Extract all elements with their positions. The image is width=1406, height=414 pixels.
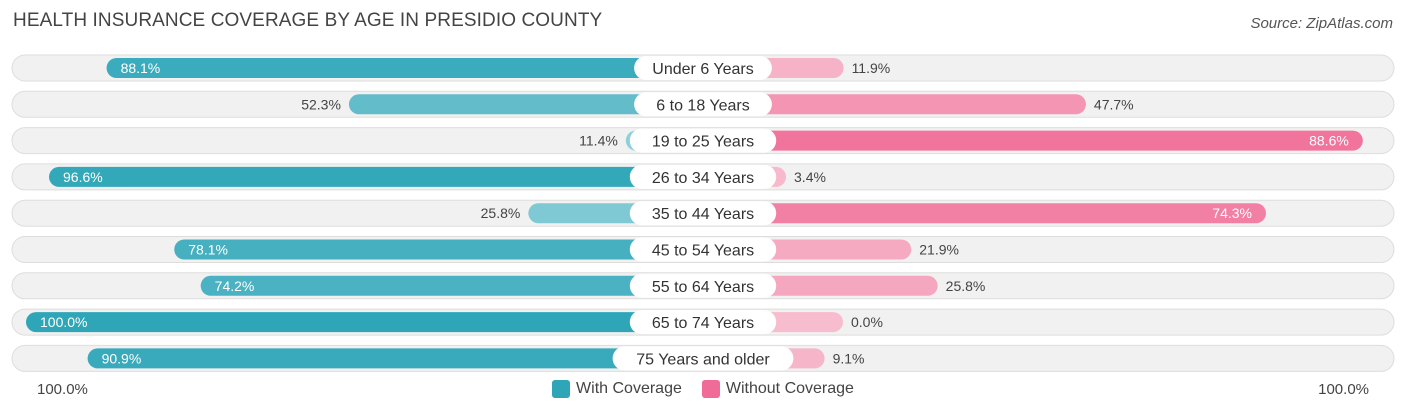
category-label: 55 to 64 Years bbox=[652, 279, 754, 296]
category-pill bbox=[634, 56, 772, 80]
with-coverage-value-label: 25.8% bbox=[481, 205, 521, 221]
category-label: 19 to 25 Years bbox=[652, 134, 754, 151]
axis-right-label: 100.0% bbox=[1318, 381, 1369, 398]
with-coverage-value-label: 11.4% bbox=[579, 133, 618, 149]
without-coverage-value-label: 11.9% bbox=[852, 60, 891, 76]
category-pill bbox=[629, 273, 777, 298]
without-coverage-value-label: 25.8% bbox=[946, 278, 986, 294]
axis-left-label: 100.0% bbox=[37, 381, 88, 398]
chart-title: HEALTH INSURANCE COVERAGE BY AGE IN PRES… bbox=[13, 10, 603, 31]
with-coverage-value-label: 90.9% bbox=[102, 350, 142, 366]
without-coverage-value-label: 47.7% bbox=[1094, 96, 1134, 112]
without-coverage-bar bbox=[703, 203, 1267, 224]
with-coverage-bar bbox=[348, 94, 703, 115]
legend: With Coverage Without Coverage bbox=[0, 380, 1406, 398]
without-coverage-value-label: 9.1% bbox=[833, 350, 865, 366]
with-coverage-value-label: 88.1% bbox=[121, 60, 161, 76]
with-coverage-bar bbox=[26, 312, 703, 333]
category-pill bbox=[629, 201, 777, 226]
category-pill bbox=[612, 346, 794, 371]
with-coverage-value-label: 74.2% bbox=[215, 278, 255, 294]
without-coverage-bar bbox=[703, 130, 1363, 151]
without-coverage-value-label: 0.0% bbox=[851, 314, 883, 330]
category-label: 6 to 18 Years bbox=[656, 97, 749, 114]
chart-canvas: 88.1% 11.9% Under 6 Years 52.3% 47.7% 6 to 18… bbox=[11, 54, 1395, 372]
legend-label-without-coverage: Without Coverage bbox=[725, 380, 854, 397]
without-coverage-swatch bbox=[701, 380, 720, 398]
with-coverage-value-label: 96.6% bbox=[63, 169, 103, 185]
category-pill bbox=[629, 237, 777, 262]
without-coverage-value-label: 3.4% bbox=[794, 169, 826, 185]
without-coverage-value-label: 74.3% bbox=[1212, 205, 1252, 221]
category-label: 75 Years and older bbox=[636, 351, 770, 368]
legend-item-with-coverage: With Coverage bbox=[552, 380, 682, 398]
with-coverage-bar bbox=[87, 348, 704, 369]
with-coverage-value-label: 52.3% bbox=[301, 96, 341, 112]
category-label: 45 to 54 Years bbox=[652, 243, 754, 260]
with-coverage-swatch bbox=[552, 380, 571, 398]
without-coverage-value-label: 21.9% bbox=[919, 242, 959, 258]
legend-item-without-coverage: Without Coverage bbox=[701, 380, 854, 398]
with-coverage-value-label: 78.1% bbox=[188, 242, 228, 258]
with-coverage-bar bbox=[106, 58, 704, 78]
without-coverage-value-label: 88.6% bbox=[1309, 133, 1349, 149]
legend-label-with-coverage: With Coverage bbox=[576, 380, 682, 397]
with-coverage-value-label: 100.0% bbox=[40, 314, 87, 330]
category-label: Under 6 Years bbox=[652, 61, 753, 78]
category-pill bbox=[629, 128, 777, 153]
category-label: 26 to 34 Years bbox=[652, 170, 754, 187]
with-coverage-bar bbox=[174, 239, 703, 260]
category-label: 65 to 74 Years bbox=[652, 315, 754, 332]
category-label: 35 to 44 Years bbox=[652, 206, 754, 223]
category-pill bbox=[634, 92, 772, 117]
source-label: Source: ZipAtlas.com bbox=[1250, 15, 1393, 32]
category-pill bbox=[629, 310, 777, 335]
category-pill bbox=[629, 164, 777, 189]
with-coverage-bar bbox=[49, 166, 703, 187]
with-coverage-bar bbox=[200, 275, 703, 296]
without-coverage-bar bbox=[703, 94, 1086, 115]
